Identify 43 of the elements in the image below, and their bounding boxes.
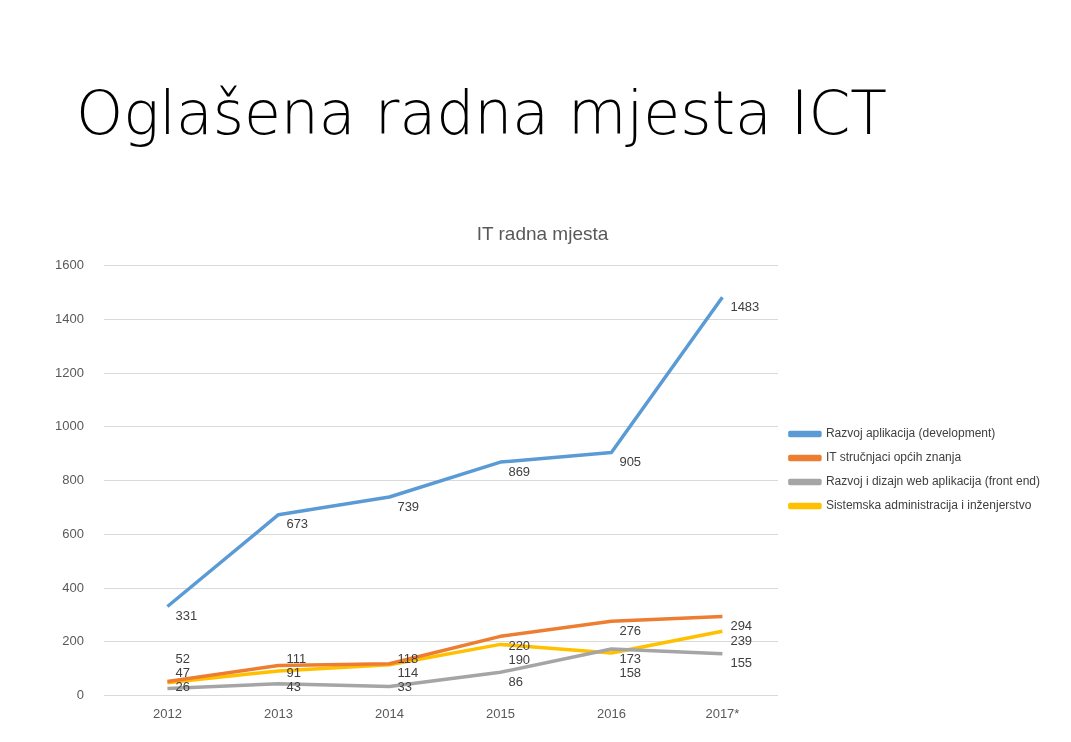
data-label: 239: [730, 632, 753, 648]
y-tick-label: 1200: [55, 364, 84, 380]
data-label: 276: [619, 622, 642, 638]
y-tick-label: 1400: [55, 311, 84, 327]
legend-label: Sistemska administracija i inženjerstvo: [825, 498, 1032, 513]
data-label: 739: [397, 498, 420, 514]
legend-label: Razvoj aplikacija (development): [825, 426, 996, 441]
data-label: 294: [730, 618, 753, 634]
data-label: 905: [619, 453, 642, 469]
x-tick-label: 2012: [152, 705, 182, 721]
text: Oglašena radna mjesta ICT: [76, 78, 887, 148]
x-tick-label: 2013: [263, 705, 293, 721]
data-label: 43: [286, 678, 301, 694]
legend-label: Razvoj i dizajn web aplikacija (front end): [825, 474, 1041, 489]
data-label: 111: [286, 650, 307, 666]
x-tick-label: 2015: [485, 705, 515, 721]
y-tick-label: 800: [62, 472, 84, 488]
y-tick-label: 400: [62, 579, 84, 595]
data-label: 869: [508, 463, 531, 479]
data-label: 26: [175, 678, 190, 694]
data-label: 190: [508, 651, 531, 667]
chart-title: IT radna mjesta: [476, 222, 609, 244]
data-label: 33: [397, 678, 412, 694]
data-label: 158: [619, 664, 642, 680]
y-tick-label: 0: [76, 686, 84, 702]
x-tick-label: 2017*: [705, 705, 740, 721]
data-label: 114: [397, 664, 419, 680]
legend-label: IT stručnjaci općih znanja: [825, 450, 962, 465]
data-label: 173: [619, 650, 642, 666]
x-tick-label: 2014: [374, 705, 404, 721]
x-tick-label: 2016: [596, 705, 626, 721]
y-tick-label: 200: [62, 633, 84, 649]
y-tick-label: 1000: [55, 418, 84, 434]
y-tick-label: 600: [62, 525, 84, 541]
data-label: 220: [508, 637, 531, 653]
data-label: 155: [730, 655, 753, 671]
data-label: 673: [286, 516, 309, 532]
data-label: 331: [175, 608, 198, 624]
data-label: 1483: [730, 298, 760, 314]
data-label: 47: [175, 664, 190, 680]
y-tick-label: 1600: [55, 257, 84, 273]
data-label: 86: [508, 673, 523, 689]
data-label: 52: [175, 650, 190, 666]
